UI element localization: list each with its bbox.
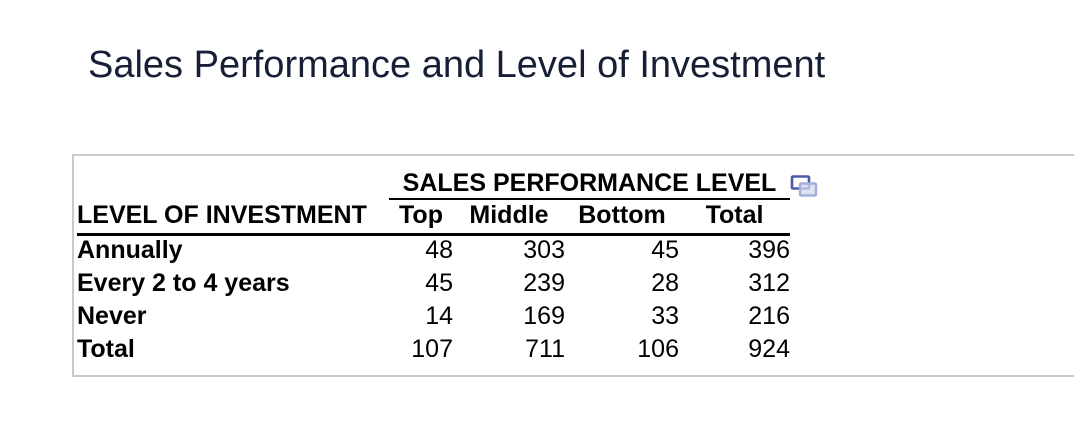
cell-value: 106 xyxy=(637,334,679,363)
cell-value: 45 xyxy=(651,235,679,264)
column-header-row: LEVEL OF INVESTMENT Top Middle Bottom To… xyxy=(77,199,790,236)
table-row-annually: Annually 48 303 45 396 xyxy=(77,234,790,269)
row-label: Annually xyxy=(77,235,183,264)
table-row-never: Never 14 169 33 216 xyxy=(77,302,790,335)
cell-value: 14 xyxy=(425,301,453,330)
column-header-top: Top xyxy=(389,199,453,236)
cell-value: 312 xyxy=(748,268,790,297)
cell-value: 28 xyxy=(651,268,679,297)
spacer-cell xyxy=(77,166,389,199)
table-row-every-2-to-4-years: Every 2 to 4 years 45 239 28 312 xyxy=(77,269,790,302)
cell-value: 48 xyxy=(425,235,453,264)
row-label: Never xyxy=(77,301,147,330)
cell-value: 711 xyxy=(525,334,565,363)
crosstab-panel: SALES PERFORMANCE LEVEL LEVEL OF INVESTM… xyxy=(72,154,1074,377)
cell-value: 396 xyxy=(748,235,790,264)
copy-icon-back-rect xyxy=(798,182,818,197)
cell-value: 107 xyxy=(411,334,453,363)
row-label: Every 2 to 4 years xyxy=(77,268,290,297)
cell-value: 33 xyxy=(651,301,679,330)
column-header-middle: Middle xyxy=(453,199,565,236)
column-header-total: Total xyxy=(679,199,790,236)
group-header: SALES PERFORMANCE LEVEL xyxy=(389,166,790,200)
page-title: Sales Performance and Level of Investmen… xyxy=(88,44,826,86)
cell-value: 303 xyxy=(523,235,565,264)
group-header-row: SALES PERFORMANCE LEVEL xyxy=(77,166,790,200)
row-header-label: LEVEL OF INVESTMENT xyxy=(77,199,389,236)
cell-value: 169 xyxy=(523,301,565,330)
cell-value: 45 xyxy=(425,268,453,297)
crosstab-table: SALES PERFORMANCE LEVEL LEVEL OF INVESTM… xyxy=(77,166,790,368)
table-row-total: Total 107 711 106 924 xyxy=(77,335,790,368)
cell-value: 216 xyxy=(748,301,790,330)
column-header-bottom: Bottom xyxy=(565,199,679,236)
cell-value: 924 xyxy=(748,334,790,363)
copy-table-icon[interactable] xyxy=(790,174,818,200)
row-label: Total xyxy=(77,334,135,363)
cell-value: 239 xyxy=(523,268,565,297)
